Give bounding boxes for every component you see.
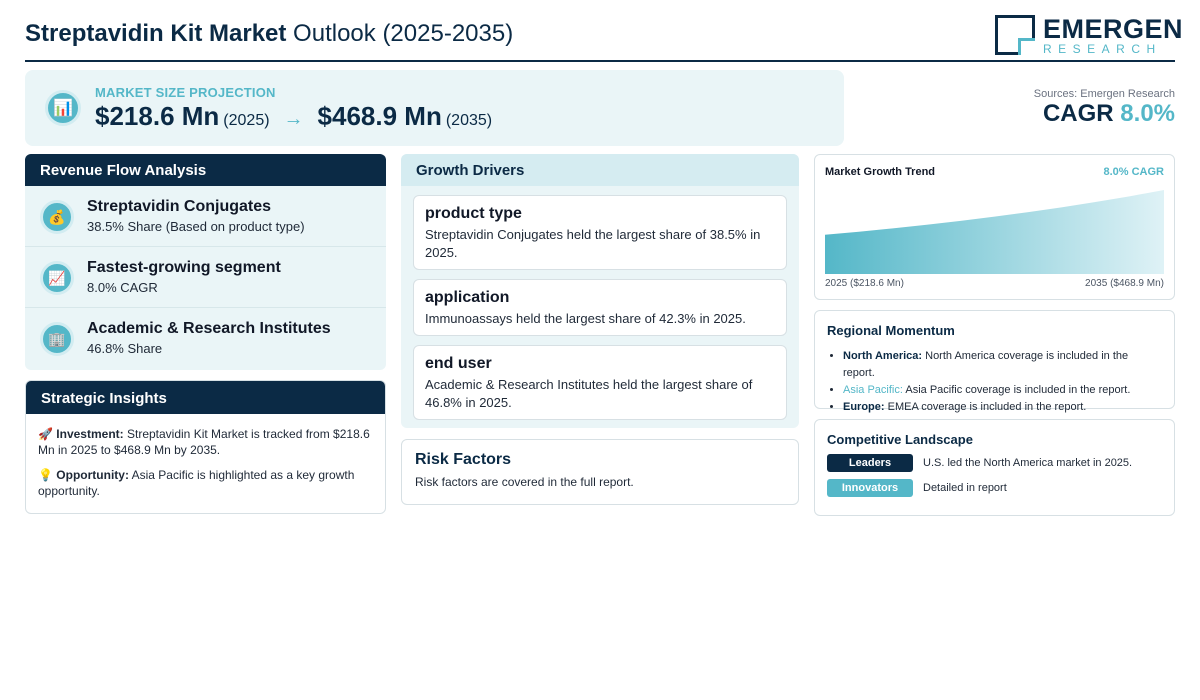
trend-title: Market Growth Trend <box>825 166 936 178</box>
innovators-badge: Innovators <box>827 479 913 497</box>
projection-label: MARKET SIZE PROJECTION <box>95 85 276 100</box>
bar-chart-icon: 📊 <box>45 90 81 126</box>
growth-area <box>825 190 1164 274</box>
lightbulb-icon: 💡 <box>38 468 53 482</box>
market-size-projection: 📊 MARKET SIZE PROJECTION $218.6 Mn (2025)… <box>25 70 844 146</box>
sources-text: Sources: Emergen Research <box>1033 88 1175 100</box>
cagr-summary: CAGR 8.0% <box>1043 100 1175 128</box>
competitive-text: U.S. led the North America market in 202… <box>923 457 1133 469</box>
trend-up-icon: 📈 <box>40 261 74 295</box>
insight-opportunity: 💡 Opportunity: Asia Pacific is highlight… <box>38 467 373 499</box>
regional-momentum-title: Regional Momentum <box>827 323 955 338</box>
revenue-item-title: Academic & Research Institutes <box>87 320 331 337</box>
revenue-item-title: Streptavidin Conjugates <box>87 198 272 215</box>
risk-factors-title: Risk Factors <box>415 451 512 468</box>
risk-factors-panel: Risk Factors Risk factors are covered in… <box>401 439 799 505</box>
driver-text: Immunoassays held the largest share of 4… <box>425 311 746 326</box>
trend-cagr: 8.0% CAGR <box>1103 166 1164 178</box>
region-name: Asia Pacific: <box>843 384 903 396</box>
building-icon: 🏢 <box>40 322 74 356</box>
revenue-item-subtitle: 38.5% Share (Based on product type) <box>87 219 305 234</box>
region-name: North America: <box>843 350 923 362</box>
competitive-row-innovators: Innovators Detailed in report <box>827 479 1162 497</box>
emergen-logo[interactable]: EMERGEN RESEARCH <box>995 14 1183 56</box>
revenue-flow-title: Revenue Flow Analysis <box>25 154 386 186</box>
revenue-item: 📈 Fastest-growing segment 8.0% CAGR <box>25 247 386 308</box>
growth-area-chart <box>825 190 1164 274</box>
insight-label: Investment: <box>56 427 124 441</box>
insight-text: Asia Pacific is highlighted as a key gro… <box>38 468 355 498</box>
start-value: $218.6 Mn <box>95 101 220 131</box>
region-text: North America coverage is included in th… <box>843 350 1129 379</box>
page-header: Streptavidin Kit Market Outlook (2025-20… <box>25 10 1183 62</box>
competitive-row-leaders: Leaders U.S. led the North America marke… <box>827 454 1162 472</box>
end-value: $468.9 Mn <box>317 101 442 131</box>
trend-end-label: 2035 ($468.9 Mn) <box>1085 278 1164 289</box>
driver-text: Academic & Research Institutes held the … <box>425 377 753 410</box>
arrow-right-icon: → <box>283 108 304 130</box>
revenue-item-title: Fastest-growing segment <box>87 259 281 276</box>
growth-drivers-title: Growth Drivers <box>401 154 799 186</box>
region-text: Asia Pacific coverage is included in the… <box>902 384 1131 396</box>
end-year: (2035) <box>445 112 493 129</box>
region-item-asia-pacific: Asia Pacific: Asia Pacific coverage is i… <box>843 382 1162 399</box>
driver-title: end user <box>425 355 492 372</box>
title-bold: Streptavidin Kit Market <box>25 20 287 47</box>
region-list: North America: North America coverage is… <box>843 348 1162 416</box>
risk-factors-text: Risk factors are covered in the full rep… <box>415 475 634 489</box>
competitive-text: Detailed in report <box>923 482 1007 494</box>
cagr-value: 8.0% <box>1120 100 1175 127</box>
revenue-item: 💰 Streptavidin Conjugates 38.5% Share (B… <box>25 186 386 247</box>
driver-card-product-type: product type Streptavidin Conjugates hel… <box>413 195 787 270</box>
revenue-item-subtitle: 8.0% CAGR <box>87 280 158 295</box>
title-rest: Outlook (2025-2035) <box>286 20 514 47</box>
region-name: Europe: <box>843 401 885 413</box>
revenue-flow-panel: Revenue Flow Analysis 💰 Streptavidin Con… <box>25 154 386 370</box>
logo-name: EMERGEN <box>1043 14 1184 44</box>
driver-text: Streptavidin Conjugates held the largest… <box>425 227 761 260</box>
region-text: EMEA coverage is included in the report. <box>884 401 1087 413</box>
competitive-landscape-panel: Competitive Landscape Leaders U.S. led t… <box>814 419 1175 516</box>
logo-subtitle: RESEARCH <box>1043 42 1162 56</box>
region-item-europe: Europe: EMEA coverage is included in the… <box>843 399 1162 416</box>
money-bag-icon: 💰 <box>40 200 74 234</box>
revenue-item-subtitle: 46.8% Share <box>87 341 163 356</box>
page-title: Streptavidin Kit Market Outlook (2025-20… <box>25 20 513 48</box>
region-item-north-america: North America: North America coverage is… <box>843 348 1162 382</box>
driver-title: application <box>425 289 510 306</box>
start-year: (2025) <box>223 112 270 129</box>
market-growth-trend-panel: Market Growth Trend 8.0% CAGR 2025 ($218… <box>814 154 1175 300</box>
revenue-item: 🏢 Academic & Research Institutes 46.8% S… <box>25 308 386 369</box>
logo-mark-icon <box>995 15 1035 55</box>
strategic-insights-title: Strategic Insights <box>26 381 385 414</box>
growth-drivers-panel: Growth Drivers product type Streptavidin… <box>401 154 799 428</box>
competitive-landscape-title: Competitive Landscape <box>827 432 973 447</box>
regional-momentum-panel: Regional Momentum North America: North A… <box>814 310 1175 413</box>
driver-title: product type <box>425 205 522 222</box>
trend-start-label: 2025 ($218.6 Mn) <box>825 278 904 289</box>
strategic-insights-panel: Strategic Insights 🚀 Investment: Strepta… <box>25 380 386 514</box>
projection-values: $218.6 Mn (2025) → $468.9 Mn (2035) <box>95 101 492 132</box>
cagr-label: CAGR <box>1042 100 1114 127</box>
insight-label: Opportunity: <box>56 468 129 482</box>
insight-text: Streptavidin Kit Market is tracked from … <box>38 427 370 457</box>
rocket-icon: 🚀 <box>38 427 53 441</box>
insight-investment: 🚀 Investment: Streptavidin Kit Market is… <box>38 426 373 458</box>
driver-card-application: application Immunoassays held the larges… <box>413 279 787 336</box>
driver-card-end-user: end user Academic & Research Institutes … <box>413 345 787 420</box>
leaders-badge: Leaders <box>827 454 913 472</box>
